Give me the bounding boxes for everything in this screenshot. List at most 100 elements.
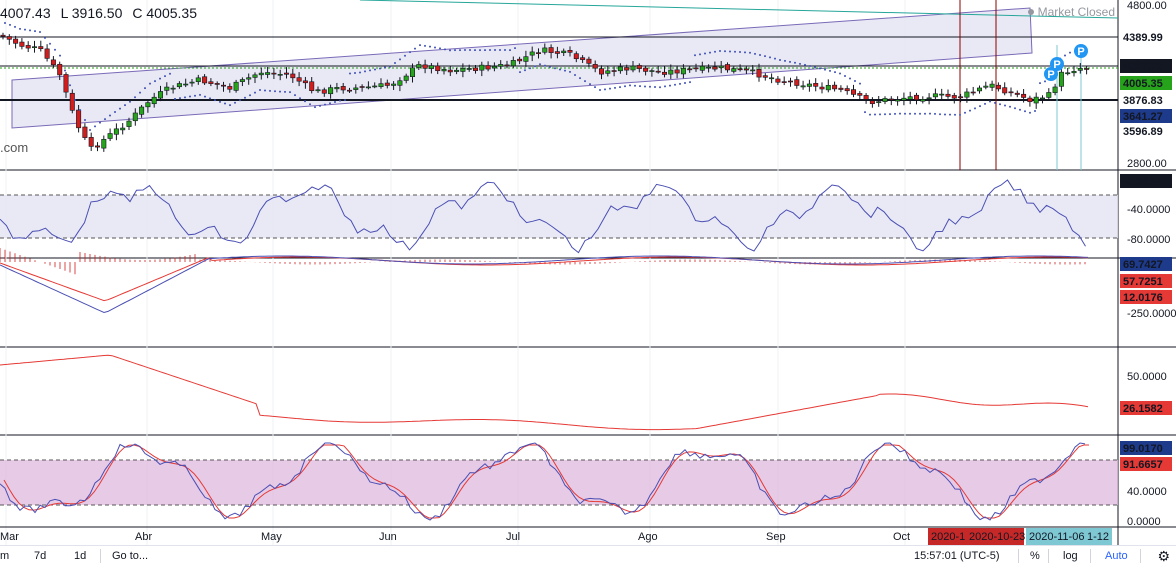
- sar-dot: [929, 112, 931, 115]
- candle-down: [580, 57, 586, 60]
- percent-toggle[interactable]: %: [1030, 550, 1040, 562]
- candle-up: [334, 87, 340, 90]
- candle-down: [636, 65, 642, 69]
- range-7d-button[interactable]: 7d: [34, 550, 47, 562]
- candle-down: [1014, 92, 1020, 95]
- candle-down: [838, 87, 844, 90]
- sar-dot: [954, 113, 956, 116]
- candle-down: [756, 69, 762, 78]
- candle-down: [819, 86, 825, 90]
- sar-dot: [649, 85, 651, 88]
- sar-dot: [644, 85, 646, 88]
- sar-dot: [404, 54, 406, 57]
- sar-dot: [1069, 51, 1071, 54]
- candle-down: [945, 93, 951, 97]
- stochastic-panel[interactable]: [0, 442, 1118, 521]
- sar-dot: [314, 106, 316, 109]
- sar-dot: [944, 113, 946, 116]
- bottom-toolbar: m 7d 1d Go to... 15:57:01 (UTC-5) % log …: [0, 545, 1176, 568]
- sar-dot: [189, 95, 191, 98]
- candle-down: [573, 53, 579, 60]
- sar-dot: [114, 111, 116, 114]
- candle-down: [844, 88, 850, 92]
- candle-down: [302, 80, 308, 84]
- candle-up: [170, 87, 176, 90]
- sar-dot: [869, 113, 871, 116]
- candle-up: [668, 69, 674, 75]
- trend-line: [359, 0, 1118, 19]
- sar-dot: [304, 100, 306, 103]
- price-label: 3596.89: [1123, 126, 1163, 138]
- macd-panel[interactable]: [0, 248, 1089, 314]
- candle-up: [617, 66, 623, 72]
- williams-r-panel[interactable]: [0, 179, 1118, 254]
- sar-dot: [499, 49, 501, 52]
- price-label-bg: [1120, 59, 1172, 73]
- price-label-bg: [1120, 30, 1172, 44]
- wr-value-label-bg: [1120, 174, 1172, 188]
- month-tick-label: Jun: [379, 531, 397, 543]
- candle-down: [38, 46, 44, 50]
- candle-up: [113, 128, 119, 135]
- sar-dot: [164, 75, 166, 78]
- sar-dot: [774, 57, 776, 60]
- candle-down: [592, 64, 598, 69]
- goto-button[interactable]: Go to...: [112, 550, 149, 562]
- log-toggle[interactable]: log: [1063, 550, 1078, 562]
- sar-dot: [1064, 54, 1066, 57]
- sar-dot: [459, 49, 461, 52]
- pivot-marker: [1050, 57, 1064, 71]
- sar-dot: [139, 91, 141, 94]
- sar-dot: [474, 49, 476, 52]
- range-1d-button[interactable]: 1d: [74, 550, 87, 562]
- wr-tick-label: -40.0000: [1127, 204, 1170, 216]
- time-axis[interactable]: Mar Abr May Jun Jul Ago Sep Oct 2020-1 2020-10-23…: [0, 526, 1176, 545]
- candle-up: [460, 68, 466, 72]
- sar-dot: [359, 71, 361, 74]
- sar-dot: [369, 69, 371, 72]
- candle-up: [989, 83, 995, 88]
- sar-dot: [239, 99, 241, 102]
- candle-down: [775, 78, 781, 83]
- candle-up: [498, 64, 504, 67]
- price-label: 4027.72: [1123, 61, 1163, 73]
- sar-dot: [149, 82, 151, 85]
- date-marker-bg: [1026, 528, 1084, 545]
- sar-dot: [699, 53, 701, 56]
- auto-scale-toggle[interactable]: Auto: [1105, 550, 1128, 562]
- price-axis[interactable]: 4800.00 2800.00 4389.99 4027.72 4005.35 3876.…: [1120, 0, 1176, 528]
- sar-dot: [754, 52, 756, 55]
- candle-up: [706, 66, 712, 69]
- chart-canvas[interactable]: PPP 4800.002800.004389.994027.724005.353…: [0, 0, 1176, 545]
- sar-dot: [829, 69, 831, 72]
- candle-down: [850, 89, 856, 95]
- range-button[interactable]: m: [0, 550, 10, 562]
- price-panel[interactable]: PPP: [0, 0, 1118, 170]
- candle-up: [1040, 97, 1046, 100]
- candle-down: [554, 51, 560, 54]
- candle-up: [542, 47, 548, 53]
- candle-up: [901, 97, 907, 101]
- candle-up: [510, 60, 516, 67]
- candle-down: [485, 65, 491, 70]
- sar-dot: [434, 46, 436, 49]
- candle-down: [69, 92, 75, 111]
- candle-up: [491, 66, 497, 69]
- toolbar-divider: [1090, 549, 1091, 563]
- macd-hist-label-bg: [1120, 290, 1172, 304]
- adx-panel[interactable]: [0, 354, 1089, 431]
- gear-icon[interactable]: ⚙: [1157, 548, 1170, 564]
- candle-up: [365, 86, 371, 89]
- date-marker-label: 2020-11-06: [1029, 531, 1084, 543]
- sar-dot: [89, 129, 91, 132]
- sar-dot: [589, 83, 591, 86]
- sar-dot: [1034, 109, 1036, 112]
- sar-dot: [854, 80, 856, 83]
- candle-down: [44, 48, 50, 59]
- sar-dot: [559, 68, 561, 71]
- candle-down: [951, 95, 957, 99]
- candle-up: [151, 96, 157, 105]
- candle-down: [202, 76, 208, 84]
- sar-dot: [544, 64, 546, 67]
- clock-readout[interactable]: 15:57:01 (UTC-5): [914, 550, 1000, 562]
